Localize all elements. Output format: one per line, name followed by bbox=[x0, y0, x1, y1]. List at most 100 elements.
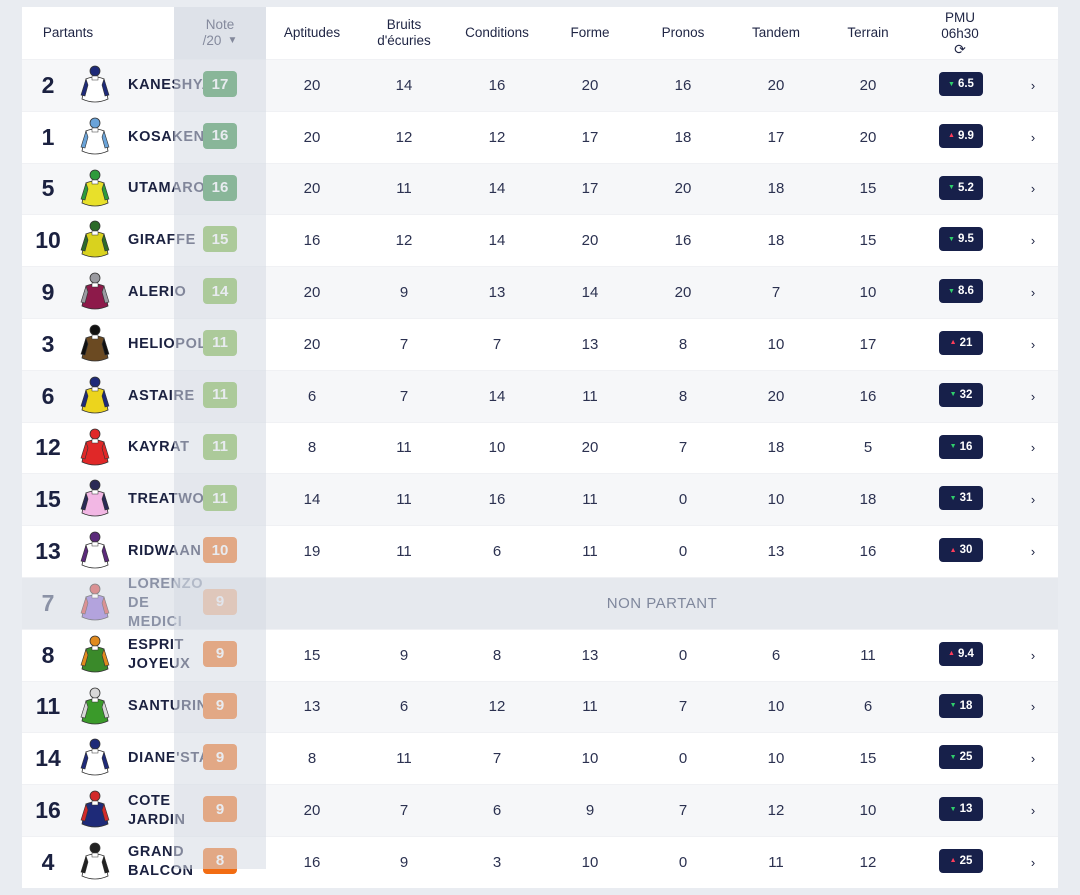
jockey-silk-icon bbox=[78, 324, 112, 364]
score-tandem: 10 bbox=[767, 335, 785, 353]
col-note[interactable]: Note /20 ▼ bbox=[174, 7, 266, 59]
chevron-right-icon[interactable]: › bbox=[1030, 854, 1036, 870]
table-row[interactable]: 2 KANESHYA 17 20 14 16 20 16 20 20 ▼ 6.5 › bbox=[22, 59, 1058, 111]
score-aptitudes: 8 bbox=[307, 750, 317, 768]
score-bruits: 11 bbox=[396, 543, 412, 561]
horse-number: 14 bbox=[35, 745, 61, 772]
horse-name[interactable]: COTE JARDIN bbox=[128, 792, 186, 828]
note-badge: 9 bbox=[203, 640, 237, 667]
score-pronos: 7 bbox=[678, 439, 688, 457]
chevron-right-icon[interactable]: › bbox=[1030, 77, 1036, 93]
odds-badge[interactable]: ▼ 25 bbox=[939, 745, 983, 770]
chevron-right-icon[interactable]: › bbox=[1030, 699, 1036, 715]
odds-badge[interactable]: ▼ 16 bbox=[939, 434, 983, 459]
table-row[interactable]: 13 RIDWAAN 10 19 11 6 11 0 13 16 ▲ 30 › bbox=[22, 525, 1058, 577]
jockey-silk-icon bbox=[78, 65, 112, 105]
table-row[interactable]: 10 GIRAFFE 15 16 12 14 20 16 18 15 ▼ 9.5 › bbox=[22, 214, 1058, 267]
chevron-right-icon[interactable]: › bbox=[1030, 544, 1036, 560]
chevron-right-icon[interactable]: › bbox=[1030, 440, 1036, 456]
col-pmu[interactable]: PMU 06h30 ⟳ bbox=[914, 7, 1006, 59]
table-row[interactable]: 4 GRAND BALCON 8 16 9 3 10 0 11 12 ▲ 25 › bbox=[22, 835, 1058, 888]
horse-name[interactable]: LORENZO DE MEDICI bbox=[128, 575, 204, 630]
partants-table: Partants Note /20 ▼ Aptitudes Bruits d'éc… bbox=[22, 7, 1058, 888]
jockey-silk-icon bbox=[78, 169, 112, 209]
score-terrain: 10 bbox=[859, 802, 877, 820]
table-row[interactable]: 5 UTAMARO 16 20 11 14 17 20 18 15 ▼ 5.2 › bbox=[22, 162, 1058, 215]
chevron-right-icon[interactable]: › bbox=[1030, 492, 1036, 508]
trend-down-icon: ▼ bbox=[948, 80, 955, 88]
odds-badge[interactable]: ▲ 21 bbox=[939, 330, 983, 355]
odds-badge[interactable]: ▲ 9.9 bbox=[939, 123, 983, 148]
horse-number: 12 bbox=[35, 434, 61, 461]
odds-badge[interactable]: ▼ 8.6 bbox=[939, 279, 983, 304]
jockey-silk-icon bbox=[78, 479, 112, 519]
score-bruits: 7 bbox=[399, 802, 409, 820]
table-row[interactable]: 14 DIANE'STAR 9 8 11 7 10 0 10 15 ▼ 25 › bbox=[22, 732, 1058, 785]
score-conditions: 6 bbox=[492, 802, 502, 820]
odds-badge[interactable]: ▲ 30 bbox=[939, 538, 983, 563]
horse-number: 10 bbox=[35, 227, 61, 254]
score-bruits: 12 bbox=[395, 232, 413, 250]
chevron-right-icon[interactable]: › bbox=[1030, 803, 1036, 819]
score-pronos: 20 bbox=[674, 284, 692, 302]
sort-down-icon[interactable]: ▼ bbox=[227, 35, 238, 46]
score-pronos: 20 bbox=[674, 180, 692, 198]
chevron-right-icon[interactable]: › bbox=[1030, 647, 1036, 663]
col-aptitudes[interactable]: Aptitudes bbox=[266, 7, 358, 59]
odds-badge[interactable]: ▼ 31 bbox=[939, 486, 983, 511]
odds-badge[interactable]: ▼ 9.5 bbox=[939, 227, 983, 252]
horse-number: 2 bbox=[41, 71, 55, 98]
table-row[interactable]: 3 HELIOPOLIS 11 20 7 7 13 8 10 17 ▲ 21 › bbox=[22, 317, 1058, 370]
col-terrain[interactable]: Terrain bbox=[822, 7, 914, 59]
odds-badge[interactable]: ▼ 32 bbox=[939, 382, 983, 407]
chevron-right-icon[interactable]: › bbox=[1030, 388, 1036, 404]
score-terrain: 20 bbox=[859, 128, 877, 146]
horse-name[interactable]: KAYRAT bbox=[128, 439, 190, 456]
score-forme: 20 bbox=[581, 232, 599, 250]
odds-badge[interactable]: ▲ 25 bbox=[939, 848, 983, 873]
trend-down-icon: ▼ bbox=[948, 287, 955, 295]
odds-value: 18 bbox=[959, 699, 973, 712]
horse-name[interactable]: GRAND BALCON bbox=[128, 844, 194, 880]
trend-down-icon: ▼ bbox=[949, 494, 957, 502]
jockey-silk-icon bbox=[78, 790, 112, 830]
col-tandem[interactable]: Tandem bbox=[730, 7, 822, 59]
score-aptitudes: 15 bbox=[303, 646, 321, 664]
col-bruits[interactable]: Bruits d'écuries bbox=[358, 7, 450, 59]
table-row[interactable]: 12 KAYRAT 11 8 11 10 20 7 18 5 ▼ 16 › bbox=[22, 421, 1058, 474]
score-bruits: 9 bbox=[399, 646, 409, 664]
horse-name[interactable]: ALERIO bbox=[128, 284, 187, 301]
score-tandem: 13 bbox=[767, 543, 785, 561]
col-pronos[interactable]: Pronos bbox=[636, 7, 730, 59]
chevron-right-icon[interactable]: › bbox=[1030, 336, 1036, 352]
chevron-right-icon[interactable]: › bbox=[1030, 233, 1036, 249]
table-row[interactable]: 7 LORENZO DE MEDICI 9 NON PARTANT bbox=[22, 575, 1058, 630]
odds-badge[interactable]: ▲ 9.4 bbox=[939, 641, 983, 666]
score-tandem: 10 bbox=[767, 491, 785, 509]
odds-badge[interactable]: ▼ 18 bbox=[939, 693, 983, 718]
table-row[interactable]: 11 SANTURIN 9 13 6 12 11 7 10 6 ▼ 18 › bbox=[22, 680, 1058, 733]
table-row[interactable]: 16 COTE JARDIN 9 20 7 6 9 7 12 10 ▼ 13 › bbox=[22, 784, 1058, 836]
col-conditions[interactable]: Conditions bbox=[450, 7, 544, 59]
trend-up-icon: ▲ bbox=[949, 339, 957, 347]
odds-badge[interactable]: ▼ 13 bbox=[939, 797, 983, 822]
col-forme[interactable]: Forme bbox=[544, 7, 636, 59]
chevron-right-icon[interactable]: › bbox=[1030, 751, 1036, 767]
score-conditions: 14 bbox=[488, 232, 506, 250]
table-row[interactable]: 9 ALERIO 14 20 9 13 14 20 7 10 ▼ 8.6 › bbox=[22, 266, 1058, 318]
chevron-right-icon[interactable]: › bbox=[1030, 285, 1036, 301]
table-row[interactable]: 8 ESPRIT JOYEUX 9 15 9 8 13 0 6 11 ▲ 9.4 › bbox=[22, 628, 1058, 681]
col-partants[interactable]: Partants bbox=[22, 7, 114, 59]
odds-badge[interactable]: ▼ 5.2 bbox=[939, 175, 983, 200]
odds-value: 13 bbox=[959, 803, 973, 816]
score-conditions: 12 bbox=[488, 698, 506, 716]
table-row[interactable]: 6 ASTAIRE 11 6 7 14 11 8 20 16 ▼ 32 › bbox=[22, 369, 1058, 422]
odds-badge[interactable]: ▼ 6.5 bbox=[939, 72, 983, 96]
refresh-icon[interactable]: ⟳ bbox=[954, 41, 966, 57]
chevron-right-icon[interactable]: › bbox=[1030, 129, 1036, 145]
score-aptitudes: 19 bbox=[303, 543, 321, 561]
horse-name[interactable]: ESPRIT JOYEUX bbox=[128, 637, 191, 673]
chevron-right-icon[interactable]: › bbox=[1030, 181, 1036, 197]
table-row[interactable]: 15 TREATWOOD 11 14 11 16 11 0 10 18 ▼ 31 › bbox=[22, 473, 1058, 526]
